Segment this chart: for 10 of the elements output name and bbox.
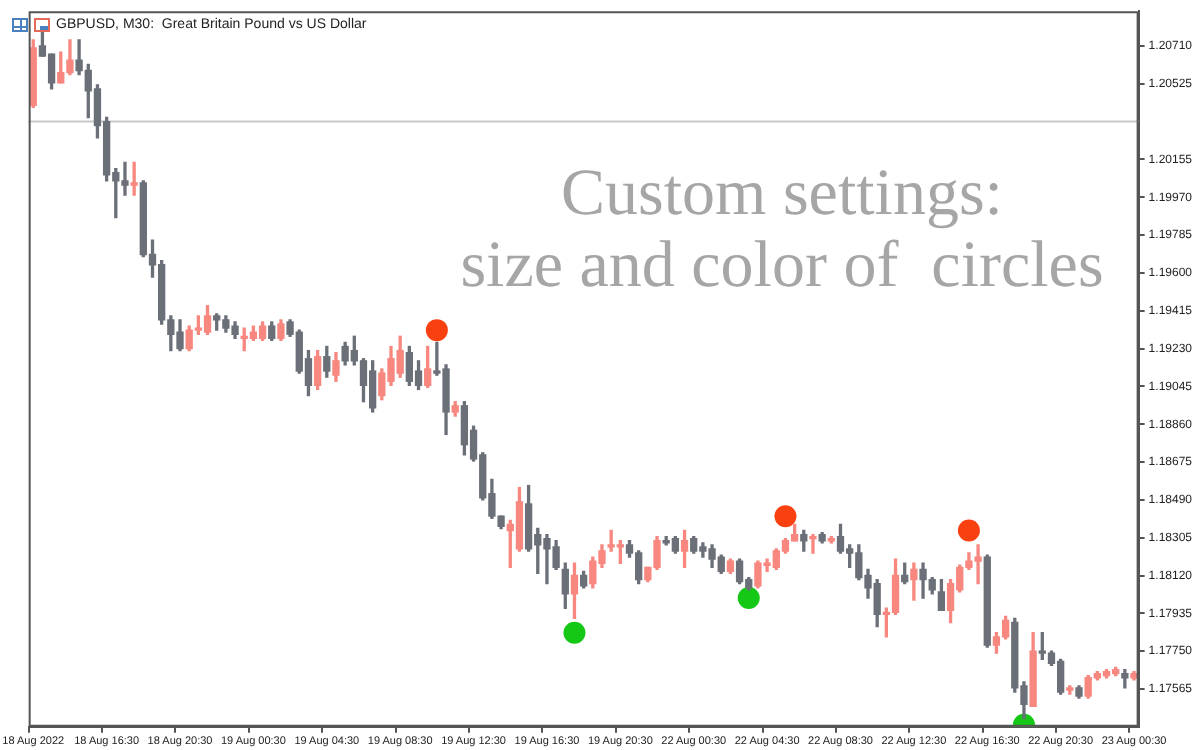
point [425, 319, 448, 342]
point [563, 621, 586, 644]
candlestick [130, 161, 138, 196]
candlestick [809, 533, 817, 554]
point [774, 505, 797, 528]
candlestick [1121, 668, 1129, 689]
point [957, 519, 980, 542]
annotation: size and color of circles [460, 230, 1104, 302]
annotation: Custom settings: [561, 158, 1003, 230]
point [737, 586, 760, 609]
